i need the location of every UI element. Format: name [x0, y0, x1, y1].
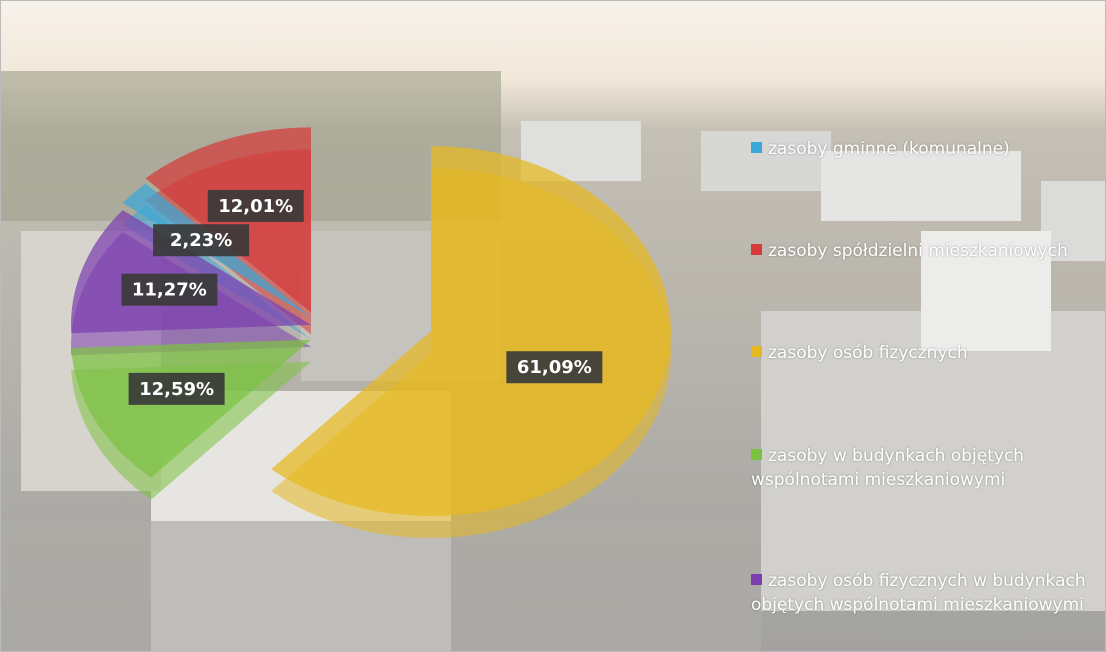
legend-label: zasoby w budynkach objętych wspólnotami …	[751, 446, 1025, 490]
legend-swatch	[751, 142, 762, 153]
data-label-box	[121, 273, 218, 306]
data-label: 2,23%	[170, 230, 232, 251]
legend-label: zasoby osób fizycznych	[768, 343, 968, 363]
legend-swatch	[751, 449, 762, 460]
data-label-box	[153, 224, 250, 257]
data-label-group: 11,27%	[121, 273, 218, 306]
legend-item: zasoby spółdzielni mieszkaniowych	[751, 239, 1096, 263]
data-label: 61,09%	[517, 357, 592, 378]
data-label-box	[128, 372, 225, 405]
legend-swatch	[751, 346, 762, 357]
legend-item: zasoby gminne (komunalne)	[751, 137, 1096, 161]
data-label: 11,27%	[132, 280, 207, 301]
legend-label: zasoby spółdzielni mieszkaniowych	[768, 241, 1068, 261]
legend-item: zasoby osób fizycznych w budynkach objęt…	[751, 569, 1096, 617]
data-label-box	[506, 351, 603, 384]
legend-swatch	[751, 244, 762, 255]
data-label-box	[207, 189, 304, 222]
legend-item: zasoby osób fizycznych	[751, 341, 1096, 365]
data-label-group: 2,23%	[153, 224, 250, 257]
data-label-group: 61,09%	[506, 351, 603, 384]
legend-label: zasoby gminne (komunalne)	[768, 139, 1010, 159]
data-label: 12,59%	[139, 379, 214, 400]
legend-label: zasoby osób fizycznych w budynkach objęt…	[751, 571, 1086, 615]
legend-item: zasoby w budynkach objętych wspólnotami …	[751, 444, 1096, 492]
data-label-group: 12,59%	[128, 372, 225, 405]
legend-swatch	[751, 574, 762, 585]
slice	[271, 146, 672, 516]
data-label: 12,01%	[218, 196, 293, 217]
data-label-group: 12,01%	[207, 189, 304, 222]
